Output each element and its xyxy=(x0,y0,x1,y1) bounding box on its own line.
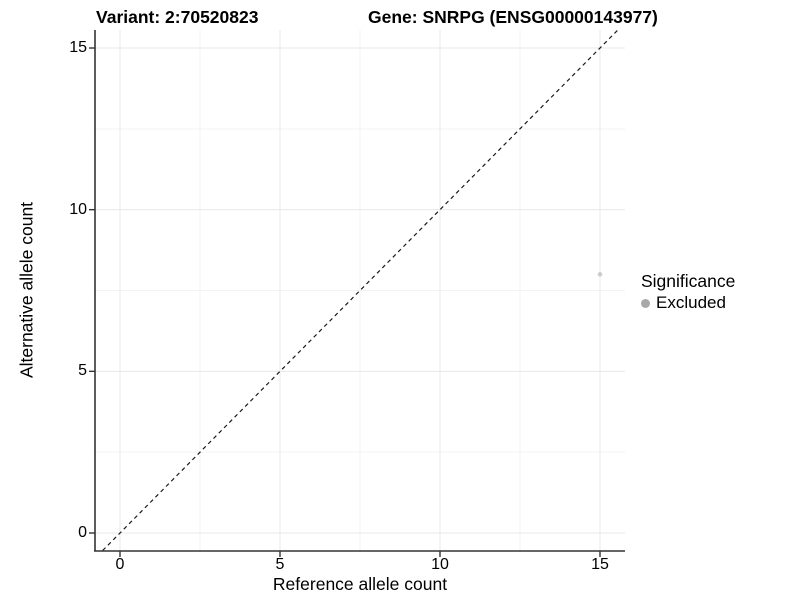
plot-title-variant: Variant: 2:70520823 xyxy=(96,7,259,27)
y-axis-title: Alternative allele count xyxy=(16,201,37,379)
legend-item-excluded: Excluded xyxy=(641,293,735,313)
legend: Significance Excluded xyxy=(641,271,735,313)
legend-item-label: Excluded xyxy=(656,293,726,312)
plot-title-gene: Gene: SNRPG (ENSG00000143977) xyxy=(368,7,658,27)
legend-title: Significance xyxy=(641,271,736,291)
y-tick-label: 0 xyxy=(78,524,87,541)
y-tick-label: 10 xyxy=(69,200,87,218)
x-axis-title: Reference allele count xyxy=(272,574,448,594)
data-point xyxy=(597,272,603,277)
x-tick-label: 0 xyxy=(115,556,125,573)
y-tick-label: 5 xyxy=(78,362,87,380)
legend-dot-icon xyxy=(641,298,650,308)
x-tick-label: 5 xyxy=(275,556,285,573)
y-tick-label: 15 xyxy=(69,39,87,56)
x-tick-label: 10 xyxy=(431,556,449,573)
diagonal-reference-line xyxy=(101,30,619,551)
x-tick-label: 15 xyxy=(591,556,609,573)
